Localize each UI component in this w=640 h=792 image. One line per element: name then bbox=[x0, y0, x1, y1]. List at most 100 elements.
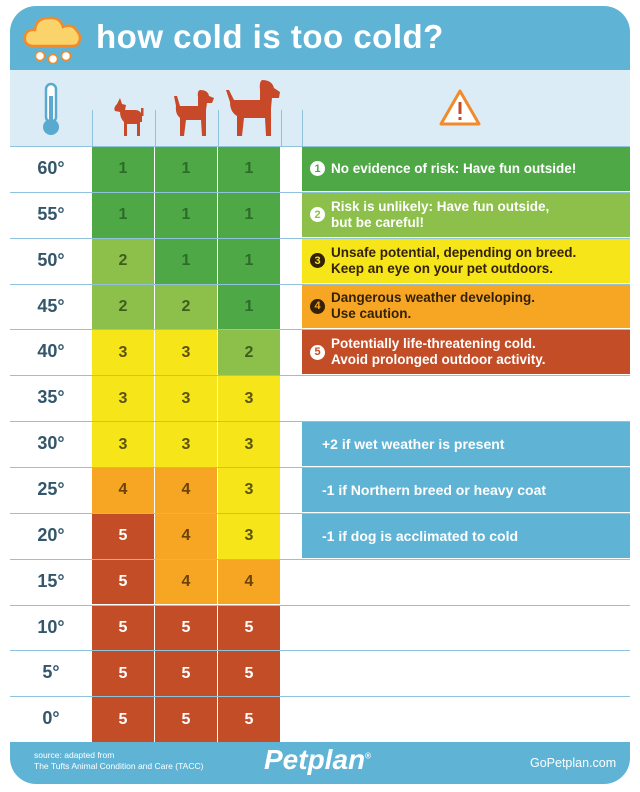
modifier-note: -1 if Northern breed or heavy coat bbox=[302, 467, 630, 512]
row-divider bbox=[10, 237, 630, 239]
risk-cell: 5 bbox=[92, 559, 154, 605]
column-divider bbox=[281, 110, 282, 146]
column-divider bbox=[302, 110, 303, 146]
row-divider bbox=[10, 146, 630, 147]
legend-line: Unsafe potential, depending on breed. bbox=[331, 244, 577, 260]
column-divider bbox=[92, 110, 93, 146]
temperature-label: 25° bbox=[37, 478, 65, 499]
risk-cell: 3 bbox=[218, 467, 280, 513]
legend-item-4: 4 Dangerous weather developing. Use cautio… bbox=[302, 284, 630, 329]
website-link[interactable]: GoPetplan.com bbox=[530, 756, 617, 770]
risk-cell: 3 bbox=[218, 422, 280, 467]
risk-cell: 5 bbox=[155, 605, 217, 651]
small-dog-icon bbox=[114, 98, 144, 136]
temperature-label: 45° bbox=[37, 295, 65, 316]
row-divider bbox=[10, 329, 630, 331]
temperature-label: 15° bbox=[37, 570, 65, 591]
risk-cell: 1 bbox=[218, 284, 280, 330]
risk-cell: 4 bbox=[218, 559, 280, 605]
legend-item-3: 3 Unsafe potential, depending on breed. Ke… bbox=[302, 238, 630, 283]
row-divider bbox=[10, 375, 630, 377]
risk-cell: 3 bbox=[155, 422, 217, 467]
temperature-label: 60° bbox=[37, 158, 65, 178]
temperature-label: 30° bbox=[37, 433, 65, 454]
risk-cell: 3 bbox=[155, 330, 217, 376]
temperature-label: 20° bbox=[37, 524, 65, 545]
legend-number-badge: 5 bbox=[310, 344, 325, 360]
modifier-note: +2 if wet weather is present bbox=[302, 422, 630, 466]
temperature-label: 0° bbox=[42, 708, 60, 729]
legend-number-badge: 1 bbox=[310, 161, 325, 177]
risk-cell: 1 bbox=[155, 192, 217, 238]
temperature-label: 55° bbox=[37, 203, 65, 224]
header-bar: how cold is too cold? bbox=[10, 6, 630, 70]
source-note: source: adapted from The Tufts Animal Co… bbox=[34, 750, 204, 771]
temperature-label: 40° bbox=[37, 341, 65, 362]
risk-cell: 1 bbox=[155, 147, 217, 192]
risk-cell: 5 bbox=[92, 651, 154, 697]
risk-cell: 1 bbox=[218, 147, 280, 192]
risk-cell: 3 bbox=[92, 376, 154, 422]
legend-line: Use caution. bbox=[331, 306, 412, 322]
legend-text: Potentially life-threatening cold. Avoid … bbox=[331, 336, 546, 368]
brand-logo: Petplan® bbox=[264, 744, 372, 775]
risk-cell: 5 bbox=[155, 651, 217, 697]
legend-line: Potentially life-threatening cold. bbox=[331, 336, 536, 352]
risk-cell: 1 bbox=[92, 192, 154, 238]
row-divider bbox=[10, 650, 630, 652]
modifier-note: -1 if dog is acclimated to cold bbox=[302, 513, 630, 558]
legend-item-2: 2 Risk is unlikely: Have fun outside, but … bbox=[302, 192, 630, 237]
thermometer-icon bbox=[43, 82, 59, 135]
temperature-label: 10° bbox=[37, 616, 65, 637]
risk-cell: 5 bbox=[92, 605, 154, 651]
risk-cell: 4 bbox=[155, 559, 217, 605]
legend-line: Risk is unlikely: Have fun outside, bbox=[331, 198, 550, 214]
risk-cell: 3 bbox=[155, 376, 217, 422]
risk-cell: 2 bbox=[218, 330, 280, 376]
column-divider bbox=[218, 110, 219, 146]
row-divider bbox=[10, 466, 630, 468]
row-divider bbox=[10, 696, 630, 698]
risk-cell: 3 bbox=[92, 422, 154, 467]
risk-cell: 3 bbox=[92, 330, 154, 376]
temperature-label: 5° bbox=[42, 662, 60, 683]
legend-number-badge: 4 bbox=[310, 298, 325, 314]
footer-bar: source: adapted from The Tufts Animal Co… bbox=[10, 742, 630, 784]
large-dog-icon bbox=[226, 80, 280, 136]
risk-cell: 1 bbox=[218, 192, 280, 238]
legend-item-1: 1 No evidence of risk: Have fun outside! bbox=[302, 147, 630, 191]
legend-text: No evidence of risk: Have fun outside! bbox=[331, 161, 576, 177]
warning-icon bbox=[439, 89, 481, 126]
legend-item-5: 5 Potentially life-threatening cold. Avoid… bbox=[302, 330, 630, 375]
row-divider bbox=[10, 191, 630, 193]
legend-line: Dangerous weather developing. bbox=[331, 290, 536, 306]
risk-cell: 5 bbox=[92, 697, 154, 743]
risk-cell: 2 bbox=[92, 284, 154, 330]
row-divider bbox=[10, 558, 630, 560]
column-header-row bbox=[10, 70, 630, 146]
risk-cell: 1 bbox=[92, 147, 154, 192]
risk-cell: 2 bbox=[92, 238, 154, 284]
legend-number-badge: 2 bbox=[310, 207, 325, 223]
row-divider bbox=[10, 421, 630, 423]
risk-cell: 4 bbox=[92, 467, 154, 513]
temperature-label: 50° bbox=[37, 249, 65, 270]
legend-line: but be careful! bbox=[331, 214, 425, 230]
risk-cell: 3 bbox=[218, 513, 280, 559]
legend-text: Unsafe potential, depending on breed. Kee… bbox=[331, 245, 576, 277]
medium-dog-icon bbox=[174, 90, 214, 136]
legend-line: Avoid prolonged outdoor activity. bbox=[331, 352, 546, 368]
risk-cell: 5 bbox=[218, 605, 280, 651]
risk-cell: 4 bbox=[155, 513, 217, 559]
legend-number-badge: 3 bbox=[310, 253, 325, 269]
row-divider bbox=[10, 283, 630, 285]
row-divider bbox=[10, 604, 630, 606]
chart-panel: 60° 1 1 1 55° 1 1 1 50° 2 1 1 45° 2 2 1 40° 3 3 2 35° 3 3 3 30° 3… bbox=[10, 70, 630, 743]
risk-cell: 2 bbox=[155, 284, 217, 330]
risk-cell: 1 bbox=[218, 238, 280, 284]
legend-line: No evidence of risk: Have fun outside! bbox=[331, 160, 577, 176]
row-divider bbox=[10, 512, 630, 514]
legend-line: Keep an eye on your pet outdoors. bbox=[331, 260, 554, 276]
infographic-card: how cold is too cold? bbox=[10, 6, 630, 784]
column-divider bbox=[155, 110, 156, 146]
